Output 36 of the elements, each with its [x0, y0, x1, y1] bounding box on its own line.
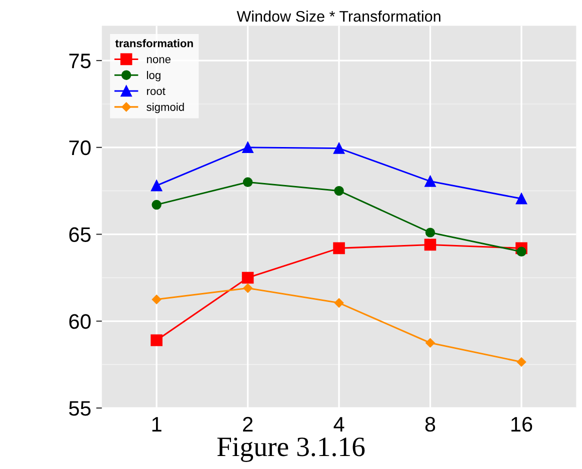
legend-label: sigmoid — [146, 102, 184, 114]
y-tick-label: 65 — [69, 227, 91, 242]
x-tick-label: 2 — [243, 416, 253, 432]
point — [242, 177, 253, 188]
point — [424, 238, 436, 251]
legend-label: log — [147, 70, 160, 82]
x-tick-label: 1 — [152, 417, 162, 432]
point — [152, 200, 162, 210]
point — [334, 186, 344, 196]
point — [333, 242, 345, 254]
legend-label: root — [147, 88, 166, 96]
point — [243, 284, 252, 293]
point — [151, 180, 162, 192]
point — [242, 142, 254, 153]
x-tick-label: 16 — [511, 416, 532, 432]
y-tick-label: 75 — [69, 54, 91, 68]
y-tick-label: 70 — [69, 140, 91, 156]
point — [333, 142, 345, 154]
point — [242, 272, 254, 284]
point — [516, 357, 526, 367]
point — [334, 298, 344, 308]
legend-title: transformation — [115, 39, 193, 48]
legend-label: none — [147, 57, 171, 64]
x-tick-label: 8 — [425, 416, 436, 432]
x-tick-label: 4 — [334, 417, 344, 432]
point — [426, 338, 435, 348]
point — [516, 193, 528, 204]
caption: Figure 3.1.16 — [217, 438, 365, 462]
point — [424, 176, 436, 187]
point — [425, 228, 436, 238]
chart-title: Window Size * Transformation — [236, 10, 440, 22]
point — [150, 334, 162, 346]
y-tick-label: 60 — [69, 314, 91, 329]
point — [152, 294, 162, 304]
point — [516, 246, 526, 257]
y-tick-label: 55 — [69, 401, 91, 416]
